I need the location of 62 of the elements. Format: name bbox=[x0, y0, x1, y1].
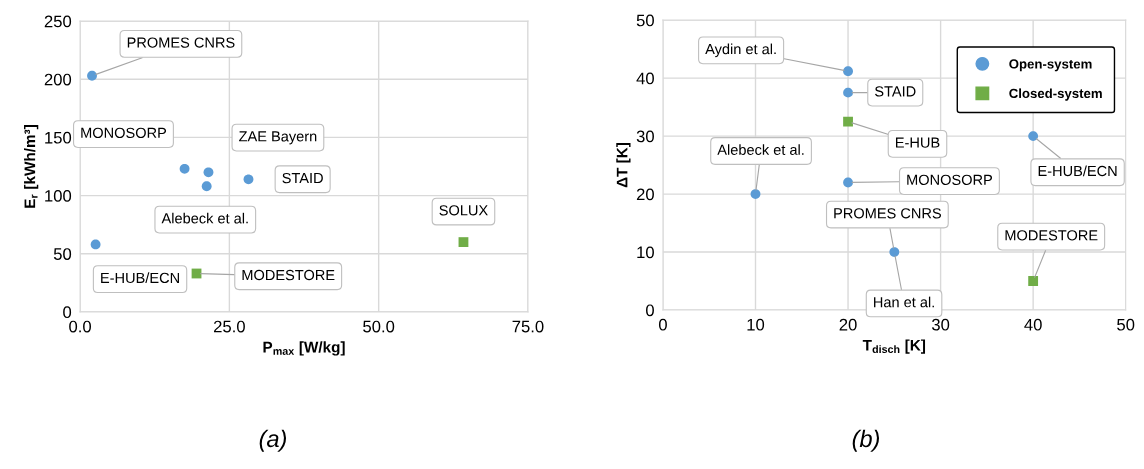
x-tick-label: 50.0 bbox=[363, 320, 395, 333]
y-axis-title: E$_{r}$ [kWh/m³] bbox=[24, 125, 39, 208]
annotation: Alebeck et al. bbox=[717, 144, 804, 155]
point bbox=[179, 163, 190, 174]
x-tick-label: 50 bbox=[1117, 318, 1135, 331]
x-tick-label: 0 bbox=[658, 318, 667, 331]
y-tick-label: 30 bbox=[636, 130, 654, 143]
annotation: Aydin et al. bbox=[705, 43, 776, 58]
y-tick-label: 50 bbox=[636, 14, 654, 27]
text: (a) bbox=[259, 429, 287, 452]
annotation: MONOSORP bbox=[81, 127, 167, 139]
y-tick-label: 20 bbox=[636, 188, 654, 201]
point bbox=[843, 66, 853, 77]
x-tick-label: 30 bbox=[931, 318, 950, 331]
point bbox=[243, 174, 254, 185]
point bbox=[201, 181, 212, 192]
annotation: PROMES CNRS bbox=[834, 208, 941, 219]
x-axis-title: P$_{max}$ [W/kg] bbox=[263, 341, 345, 356]
point bbox=[458, 237, 469, 248]
point bbox=[1028, 131, 1039, 142]
point bbox=[750, 189, 761, 199]
point bbox=[843, 177, 853, 188]
y-axis-title: ΔT [K] bbox=[616, 143, 631, 188]
annotation: Alebeck et al. bbox=[161, 212, 248, 224]
y-tick-label: 150 bbox=[45, 131, 72, 144]
y-tick-label: 10 bbox=[637, 246, 654, 259]
annotation: E-HUB/ECN bbox=[101, 272, 179, 284]
point bbox=[1028, 276, 1039, 286]
y-tick-label: 40 bbox=[636, 72, 654, 85]
y-tick-label: 0 bbox=[63, 306, 72, 319]
annotation: SOLUX bbox=[439, 205, 488, 216]
x-axis-title: T$_{disch}$ [K] bbox=[862, 339, 926, 354]
annotation: MONOSORP bbox=[907, 174, 993, 185]
y-tick-label: 50 bbox=[53, 248, 72, 260]
x-tick-label: 75.0 bbox=[512, 320, 544, 333]
x-tick-label: 10 bbox=[747, 318, 765, 331]
x-tick-label: 20 bbox=[839, 318, 857, 331]
annotation: E-HUB bbox=[896, 137, 940, 148]
annotation: PROMES CNRS bbox=[127, 37, 235, 48]
annotation: ZAE Bayern bbox=[239, 131, 317, 145]
annotation: MODESTORE bbox=[242, 269, 335, 281]
annotation: Han et al. bbox=[874, 296, 934, 308]
legend-label: Open-system bbox=[1009, 59, 1092, 72]
x-tick-label: 0.0 bbox=[69, 320, 92, 333]
point bbox=[843, 87, 853, 98]
point bbox=[90, 239, 101, 250]
x-tick-label: 40 bbox=[1024, 318, 1042, 331]
y-tick-label: 0 bbox=[646, 304, 654, 317]
y-tick-label: 200 bbox=[44, 73, 72, 86]
y-tick-label: 100 bbox=[45, 189, 72, 202]
annotation: MODESTORE bbox=[1005, 230, 1098, 241]
point bbox=[843, 116, 853, 127]
point bbox=[87, 70, 97, 81]
x-tick-label: 25.0 bbox=[213, 320, 245, 333]
point bbox=[203, 167, 214, 178]
annotation: STAID bbox=[282, 172, 323, 184]
annotation: STAID bbox=[875, 86, 916, 97]
point bbox=[889, 247, 900, 257]
text: (b) bbox=[852, 429, 880, 452]
legend-label: Closed-system bbox=[1009, 88, 1102, 101]
annotation: E-HUB/ECN bbox=[1038, 165, 1117, 177]
y-tick-label: 250 bbox=[44, 15, 72, 28]
